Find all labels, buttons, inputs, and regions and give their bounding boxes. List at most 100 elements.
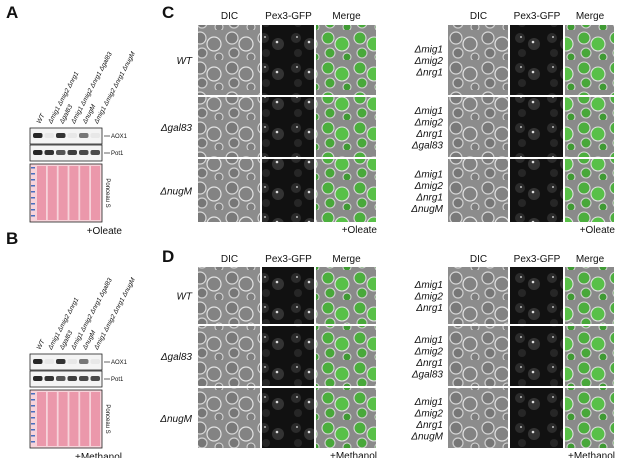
- micrograph: [510, 267, 563, 324]
- column-header: Merge: [332, 254, 361, 265]
- band: [56, 376, 66, 381]
- ponceau-lane: [58, 392, 68, 446]
- condition: +Methanol: [568, 451, 615, 458]
- micrograph: [262, 25, 314, 95]
- ladder: [31, 173, 35, 175]
- band: [33, 376, 43, 381]
- row-label: ΔnugM: [159, 187, 192, 198]
- row-label: ΔnugM: [159, 414, 192, 425]
- band-label: AOX1: [111, 360, 128, 366]
- band-label: Pot1: [111, 151, 124, 157]
- micrograph: [510, 326, 563, 386]
- micrograph: [198, 326, 260, 386]
- condition: +Oleate: [87, 226, 123, 237]
- micrograph: [316, 25, 376, 95]
- row-label: Δgal83: [160, 352, 193, 363]
- band: [44, 133, 54, 138]
- panel-label: A: [6, 3, 18, 22]
- micrograph: [316, 267, 376, 324]
- row-label: WT: [176, 56, 192, 67]
- condition: +Methanol: [75, 452, 122, 458]
- row-label-line: Δnrg1: [415, 358, 443, 369]
- micrograph: [565, 159, 614, 222]
- row-label-line: Δmig1: [414, 45, 443, 56]
- band: [79, 359, 89, 364]
- ponceau-lane: [91, 392, 100, 446]
- column-header: Merge: [576, 11, 605, 22]
- row-label: Δmig1 Δmig2 Δnrg1 ΔnugM: [410, 169, 443, 215]
- micrograph: [448, 326, 508, 386]
- micrograph: [448, 267, 508, 324]
- blot-strip: [29, 127, 103, 145]
- band: [79, 133, 89, 138]
- row-label-line: Δmig1: [414, 335, 443, 346]
- condition: +Oleate: [342, 225, 378, 236]
- lane-label: WT: [36, 338, 47, 351]
- micrograph: [198, 159, 260, 222]
- row-label-line: Δgal83: [411, 140, 444, 151]
- column-header: DIC: [221, 254, 238, 265]
- band: [33, 150, 43, 155]
- row-label-line: ΔnugM: [410, 431, 443, 442]
- band: [67, 359, 77, 364]
- micrograph: [262, 159, 314, 222]
- column-header: DIC: [470, 11, 487, 22]
- micrograph: [262, 97, 314, 157]
- row-label: Δmig1 Δmig2 Δnrg1 Δgal83: [411, 106, 444, 152]
- band: [44, 150, 54, 155]
- row-label-line: Δmig2: [414, 408, 444, 419]
- row-label: Δmig1 Δmig2 Δnrg1: [414, 280, 444, 314]
- band: [90, 359, 100, 364]
- column-header: Merge: [576, 254, 605, 265]
- blot-strip: [29, 353, 103, 371]
- ponceau-lane: [80, 166, 90, 220]
- row-label-line: Δnrg1: [415, 192, 443, 203]
- band: [33, 133, 43, 138]
- band: [67, 150, 77, 155]
- ladder: [31, 435, 35, 437]
- row-label-line: Δmig1: [414, 106, 443, 117]
- band: [90, 376, 100, 381]
- row-label: Δgal83: [160, 123, 193, 134]
- row-label-line: Δmig2: [414, 181, 444, 192]
- lane-label: Δmig1 Δmig2 Δnrg1 ΔnugM: [93, 276, 138, 352]
- micrograph: [565, 267, 614, 324]
- ladder: [31, 197, 35, 199]
- micrograph: [448, 159, 508, 222]
- band: [56, 150, 66, 155]
- band: [79, 376, 89, 381]
- band: [56, 133, 66, 138]
- ladder: [31, 411, 35, 413]
- ponceau-lane: [47, 166, 57, 220]
- column-header: Pex3-GFP: [265, 11, 312, 22]
- micrograph: [510, 25, 563, 95]
- ponceau-lane: [37, 166, 46, 220]
- row-label: WT: [176, 292, 192, 303]
- ladder: [31, 405, 35, 407]
- ladder: [31, 429, 35, 431]
- micrograph: [510, 388, 563, 448]
- lane-label: Δmig1 Δmig2 Δnrg1 ΔnugM: [93, 50, 138, 126]
- column-header: DIC: [221, 11, 238, 22]
- row-label-line: Δmig2: [414, 117, 444, 128]
- ponceau-lane: [69, 166, 79, 220]
- row-label-line: Δmig2: [414, 56, 444, 67]
- ladder: [31, 203, 35, 205]
- column-header: DIC: [470, 254, 487, 265]
- micrograph: [565, 388, 614, 448]
- row-label-line: Δgal83: [411, 369, 444, 380]
- micrograph: [316, 388, 376, 448]
- band: [44, 376, 54, 381]
- lane-label: WT: [36, 112, 47, 125]
- row-label-line: Δnrg1: [415, 420, 443, 431]
- row-label: Δmig1 Δmig2 Δnrg1 Δgal83: [411, 335, 444, 381]
- row-label: Δmig1 Δmig2 Δnrg1 ΔnugM: [410, 397, 443, 443]
- stain-label: Ponceau S: [104, 178, 110, 207]
- blot-strip: [29, 144, 103, 162]
- band: [90, 150, 100, 155]
- ponceau-lane: [58, 166, 68, 220]
- micrograph: [448, 97, 508, 157]
- band: [90, 133, 100, 138]
- row-label-line: Δnrg1: [415, 303, 443, 314]
- micrograph: [316, 326, 376, 386]
